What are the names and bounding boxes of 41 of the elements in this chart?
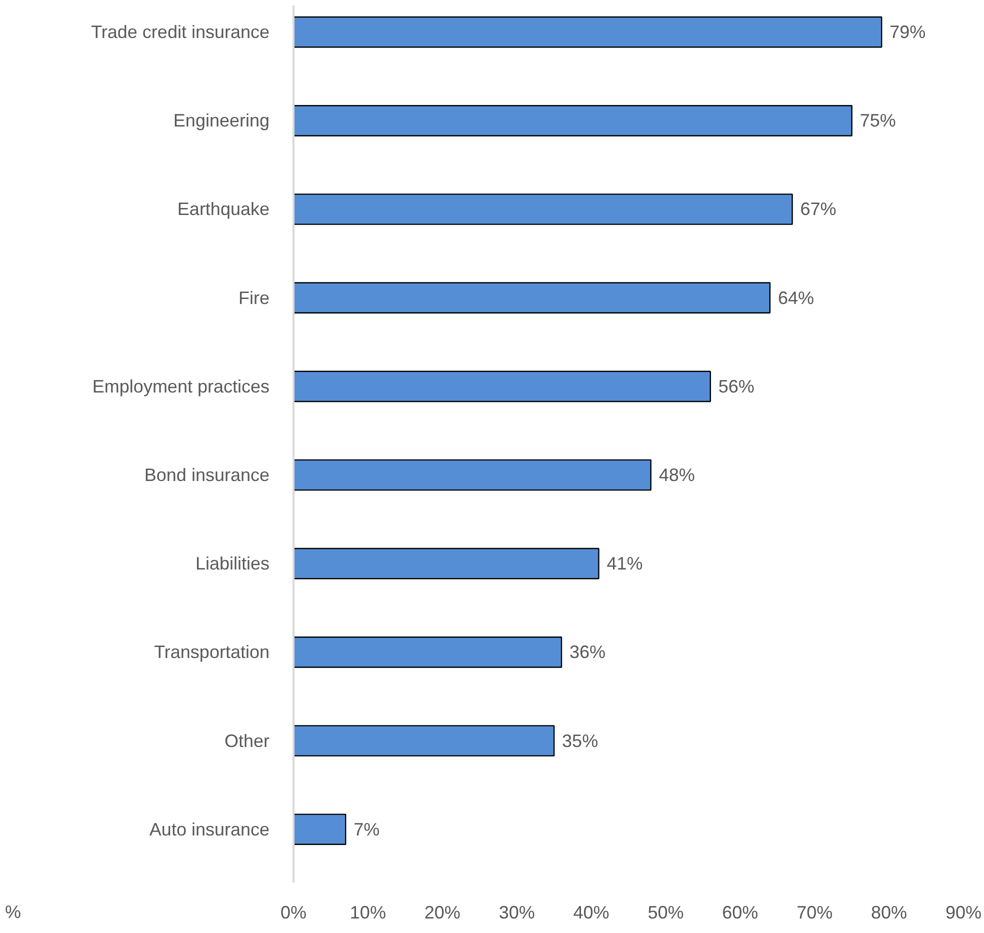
data-label: 7% [354, 819, 380, 840]
bar [294, 282, 771, 314]
x-tick-label: 80% [871, 902, 908, 922]
data-label: 36% [570, 642, 606, 662]
bar [294, 548, 600, 580]
data-label: 56% [718, 376, 754, 396]
y-tick-label: Fire [238, 288, 270, 308]
x-tick-label: 60% [722, 902, 758, 922]
y-tick-label: Earthquake [177, 199, 270, 220]
y-tick-label: Engineering [173, 110, 270, 131]
y-tick-label: Other [224, 730, 270, 751]
data-label: 67% [800, 199, 836, 220]
x-tick-label: 50% [648, 902, 684, 922]
data-label: 35% [562, 730, 598, 751]
y-tick-label: Employment practices [92, 376, 270, 396]
bar [294, 105, 852, 136]
y-tick-label: Transportation [154, 642, 270, 662]
data-label: 79% [890, 22, 926, 42]
x-tick-label: 10% [350, 902, 386, 922]
y-tick-label: Liabilities [195, 554, 270, 574]
x-tick-label: 40% [573, 902, 610, 922]
y-tick-label: Bond insurance [144, 465, 270, 486]
x-tick-label: 70% [796, 902, 833, 922]
y-tick-label: Trade credit insurance [91, 22, 270, 42]
data-label: 48% [658, 465, 695, 486]
x-tick-label: 30% [498, 902, 535, 922]
x-tick-label: 20% [424, 902, 460, 922]
bar [294, 814, 346, 846]
x-tick-label: 0% [280, 902, 307, 922]
data-label: 41% [606, 554, 643, 574]
x-tick-label: 90% [945, 902, 982, 922]
data-label: 64% [778, 288, 814, 308]
text: % [5, 901, 22, 924]
bar [294, 16, 882, 48]
bar [294, 725, 555, 756]
y-tick-label: Auto insurance [149, 819, 270, 840]
bar [294, 370, 711, 402]
bar [294, 194, 793, 225]
data-label: 75% [860, 110, 896, 131]
bar [294, 636, 562, 668]
bar [294, 459, 652, 491]
